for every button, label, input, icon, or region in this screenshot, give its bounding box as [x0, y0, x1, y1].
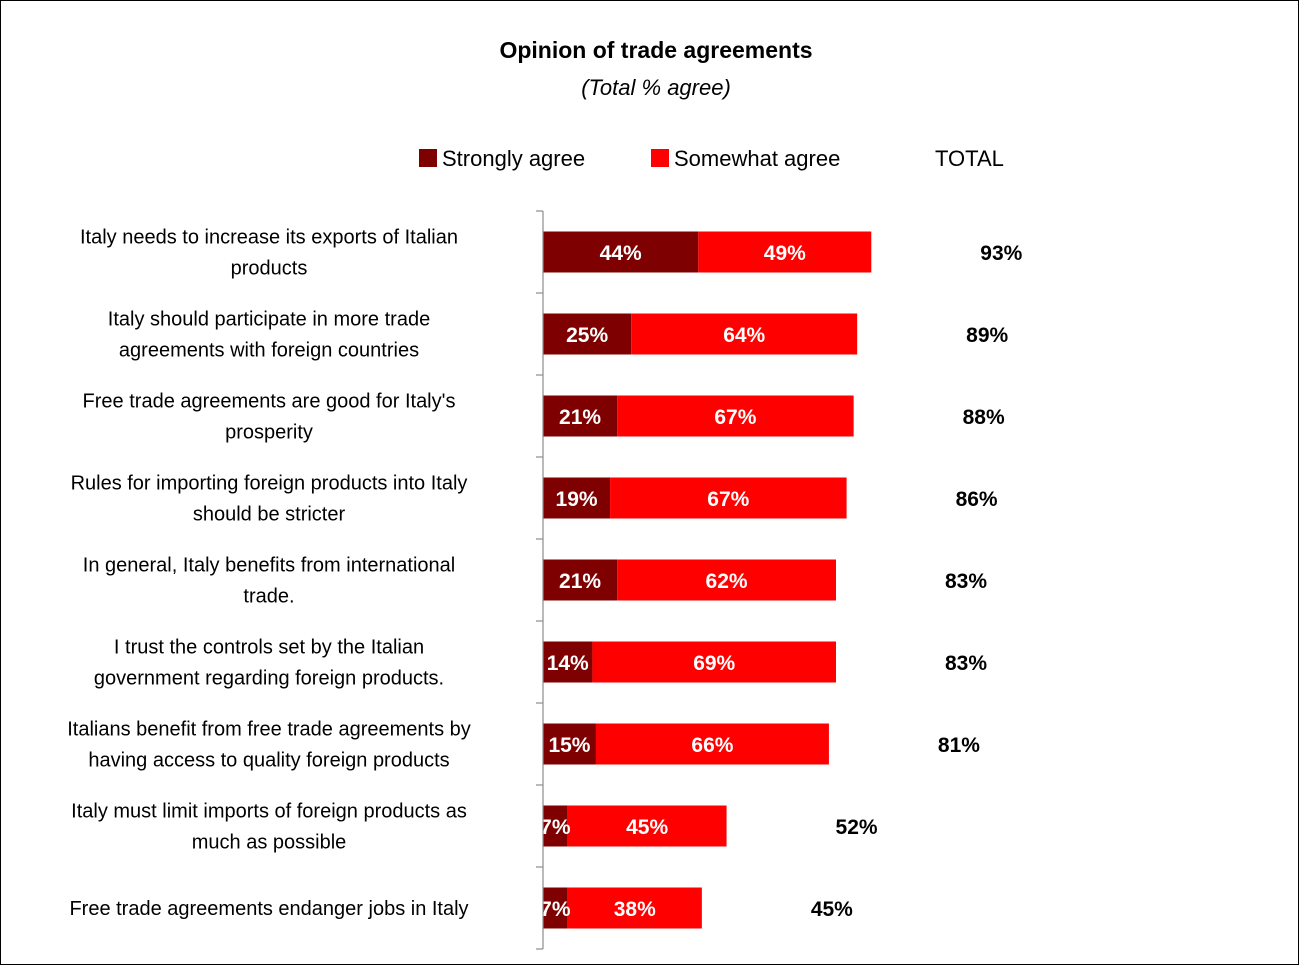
legend: Strongly agree Somewhat agree TOTAL — [419, 146, 1004, 171]
bar-row: 21% 62% 83% — [543, 559, 987, 601]
category-label-line: Free trade agreements endanger jobs in I… — [69, 898, 468, 920]
bar-strongly-agree — [543, 477, 611, 519]
category-label-line: Rules for importing foreign products int… — [71, 473, 468, 495]
data-label-total: 93% — [980, 242, 1022, 265]
data-label-strongly-agree: 21% — [559, 570, 601, 593]
bars: 44% 49% 93% 25% 64% 89% 21% 67% 88% 19% 67% 86% 21% 6… — [540, 231, 1023, 929]
data-label-strongly-agree: 21% — [559, 406, 601, 429]
data-label-total: 81% — [938, 734, 980, 757]
bar-row: 21% 67% 88% — [543, 395, 1005, 437]
data-label-strongly-agree: 19% — [556, 488, 598, 511]
bar-somewhat-agree — [595, 723, 829, 765]
bar-strongly-agree — [543, 805, 568, 847]
legend-swatch — [419, 149, 437, 167]
category-label-line: Italy needs to increase its exports of I… — [80, 227, 458, 249]
category-label-line: having access to quality foreign product… — [88, 750, 449, 772]
bar-row: 14% 69% 83% — [543, 641, 987, 683]
data-label-total: 83% — [945, 652, 987, 675]
category-label-line: agreements with foreign countries — [119, 340, 419, 362]
data-label-strongly-agree: 14% — [547, 652, 589, 675]
bar-somewhat-agree — [631, 313, 858, 355]
legend-item: TOTAL — [935, 146, 1004, 171]
bar-row: 7% 45% 52% — [540, 805, 878, 847]
category-label-line: Free trade agreements are good for Italy… — [83, 391, 456, 413]
category-label-line: Italy must limit imports of foreign prod… — [71, 801, 467, 823]
category-label: Italy needs to increase its exports of I… — [80, 227, 458, 280]
data-label-strongly-agree: 7% — [540, 816, 571, 839]
data-label-strongly-agree: 44% — [600, 242, 642, 265]
data-label-somewhat-agree: 64% — [723, 324, 765, 347]
legend-item: Strongly agree — [419, 146, 585, 171]
legend-swatch — [651, 149, 669, 167]
legend-label: TOTAL — [935, 146, 1004, 171]
bar-strongly-agree — [543, 313, 632, 355]
category-label-line: Italians benefit from free trade agreeme… — [67, 719, 471, 741]
category-label: I trust the controls set by the Italian g… — [94, 637, 444, 690]
category-label-line: products — [231, 258, 308, 280]
category-labels: Italy needs to increase its exports of I… — [67, 227, 471, 921]
category-label-line: trade. — [243, 586, 294, 608]
data-label-total: 45% — [811, 898, 853, 921]
bar-somewhat-agree — [617, 395, 854, 437]
bar-row: 19% 67% 86% — [543, 477, 998, 519]
data-label-somewhat-agree: 67% — [714, 406, 756, 429]
category-label: Italy should participate in more trade ag… — [108, 309, 430, 362]
category-label-line: Italy should participate in more trade — [108, 309, 430, 331]
category-label: Free trade agreements are good for Italy… — [83, 391, 456, 444]
bar-row: 15% 66% 81% — [543, 723, 980, 765]
bar-strongly-agree — [543, 641, 593, 683]
bar-somewhat-agree — [610, 477, 847, 519]
category-axis — [536, 210, 544, 950]
bar-somewhat-agree — [567, 805, 727, 847]
legend-label: Somewhat agree — [674, 146, 840, 171]
category-label: Italy must limit imports of foreign prod… — [71, 801, 467, 854]
bar-row: 7% 38% 45% — [540, 887, 853, 929]
data-label-strongly-agree: 25% — [566, 324, 608, 347]
data-label-somewhat-agree: 45% — [626, 816, 668, 839]
legend-label: Strongly agree — [442, 146, 585, 171]
category-label: In general, Italy benefits from internat… — [83, 555, 455, 608]
category-label-line: should be stricter — [193, 504, 346, 526]
data-label-total: 86% — [956, 488, 998, 511]
bar-strongly-agree — [543, 887, 568, 929]
category-label: Rules for importing foreign products int… — [71, 473, 468, 526]
data-label-somewhat-agree: 38% — [614, 898, 656, 921]
data-label-somewhat-agree: 49% — [764, 242, 806, 265]
bar-strongly-agree — [543, 559, 618, 601]
chart-title: Opinion of trade agreements — [499, 37, 812, 63]
data-label-total: 88% — [963, 406, 1005, 429]
category-label-line: government regarding foreign products. — [94, 668, 444, 690]
bar-somewhat-agree — [698, 231, 872, 273]
bar-row: 25% 64% 89% — [543, 313, 1009, 355]
bar-somewhat-agree — [592, 641, 836, 683]
data-label-somewhat-agree: 66% — [691, 734, 733, 757]
data-label-total: 52% — [836, 816, 878, 839]
category-label: Free trade agreements endanger jobs in I… — [69, 898, 468, 920]
data-label-somewhat-agree: 67% — [707, 488, 749, 511]
category-label-line: I trust the controls set by the Italian — [114, 637, 424, 659]
data-label-total: 89% — [966, 324, 1008, 347]
bar-strongly-agree — [543, 723, 596, 765]
category-label-line: In general, Italy benefits from internat… — [83, 555, 455, 577]
bar-somewhat-agree — [567, 887, 702, 929]
data-label-somewhat-agree: 69% — [693, 652, 735, 675]
bar-strongly-agree — [543, 231, 699, 273]
data-label-strongly-agree: 7% — [540, 898, 571, 921]
bar-row: 44% 49% 93% — [543, 231, 1023, 273]
chart-subtitle: (Total % agree) — [581, 75, 731, 100]
data-label-strongly-agree: 15% — [548, 734, 590, 757]
data-label-somewhat-agree: 62% — [706, 570, 748, 593]
category-label-line: much as possible — [192, 832, 347, 854]
bar-somewhat-agree — [617, 559, 836, 601]
category-label-line: prosperity — [225, 422, 313, 444]
bar-strongly-agree — [543, 395, 618, 437]
data-label-total: 83% — [945, 570, 987, 593]
legend-item: Somewhat agree — [651, 146, 840, 171]
category-label: Italians benefit from free trade agreeme… — [67, 719, 471, 772]
